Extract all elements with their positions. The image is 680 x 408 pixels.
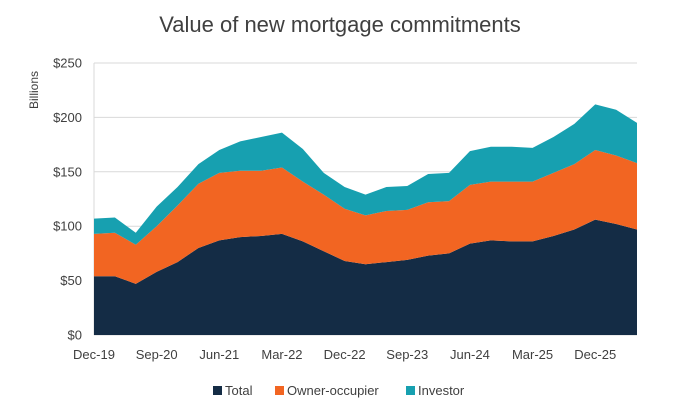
area-investor	[94, 104, 637, 245]
y-tick-label: $0	[68, 328, 82, 343]
y-axis-label: Billions	[27, 71, 41, 109]
x-tick-label: Jun-21	[199, 347, 239, 362]
y-tick-label: $50	[60, 273, 82, 288]
x-tick-label: Sep-23	[386, 347, 428, 362]
x-tick-label: Dec-22	[324, 347, 366, 362]
x-tick-label: Sep-20	[136, 347, 178, 362]
legend-label-owner-occupier: Owner-occupier	[287, 383, 379, 398]
stacked-areas	[94, 104, 637, 335]
legend: Total Owner-occupier Investor	[213, 383, 465, 398]
x-tick-label: Jun-24	[450, 347, 490, 362]
area-total	[94, 219, 637, 335]
x-axis-ticks: Dec-19 Sep-20 Jun-21 Mar-22 Dec-22 Sep-23 Jun-…	[73, 347, 616, 362]
x-tick-label: Dec-19	[73, 347, 115, 362]
x-tick-label: Dec-25	[574, 347, 616, 362]
x-tick-label: Mar-25	[512, 347, 553, 362]
area-owner-occupier	[94, 150, 637, 284]
legend-label-investor: Investor	[418, 383, 465, 398]
x-tick-label: Mar-22	[261, 347, 302, 362]
chart-title: Value of new mortgage commitments	[159, 12, 521, 37]
legend-swatch-owner-occupier	[275, 386, 284, 395]
legend-swatch-total	[213, 386, 222, 395]
y-tick-label: $250	[53, 56, 82, 71]
legend-label-total: Total	[225, 383, 253, 398]
y-tick-label: $200	[53, 110, 82, 125]
legend-swatch-investor	[406, 386, 415, 395]
y-axis-ticks: $0 $50 $100 $150 $200 $250	[53, 56, 82, 343]
y-tick-label: $150	[53, 164, 82, 179]
y-tick-label: $100	[53, 219, 82, 234]
